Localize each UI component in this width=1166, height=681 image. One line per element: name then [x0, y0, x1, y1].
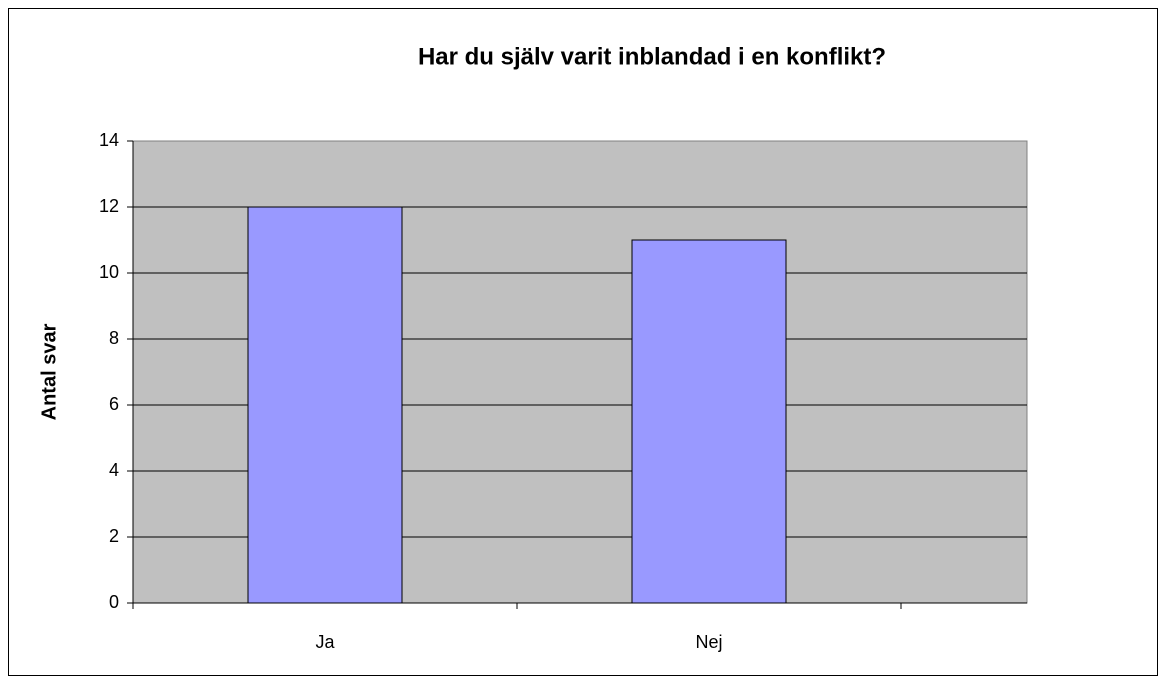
y-tick-label: 8 [109, 328, 119, 348]
y-tick-label: 6 [109, 394, 119, 414]
chart-title: Har du själv varit inblandad i en konfli… [418, 43, 886, 70]
y-tick-label: 0 [109, 592, 119, 612]
x-tick-label: Ja [315, 632, 335, 652]
x-tick-label: Nej [695, 632, 722, 652]
y-tick-label: 10 [99, 262, 119, 282]
y-tick-label: 2 [109, 526, 119, 546]
bar [631, 239, 787, 604]
y-tick-label: 4 [109, 460, 119, 480]
y-tick-label: 14 [99, 130, 119, 150]
y-tick-label: 12 [99, 196, 119, 216]
y-axis-label: Antal svar [38, 323, 60, 420]
bar [247, 206, 403, 604]
